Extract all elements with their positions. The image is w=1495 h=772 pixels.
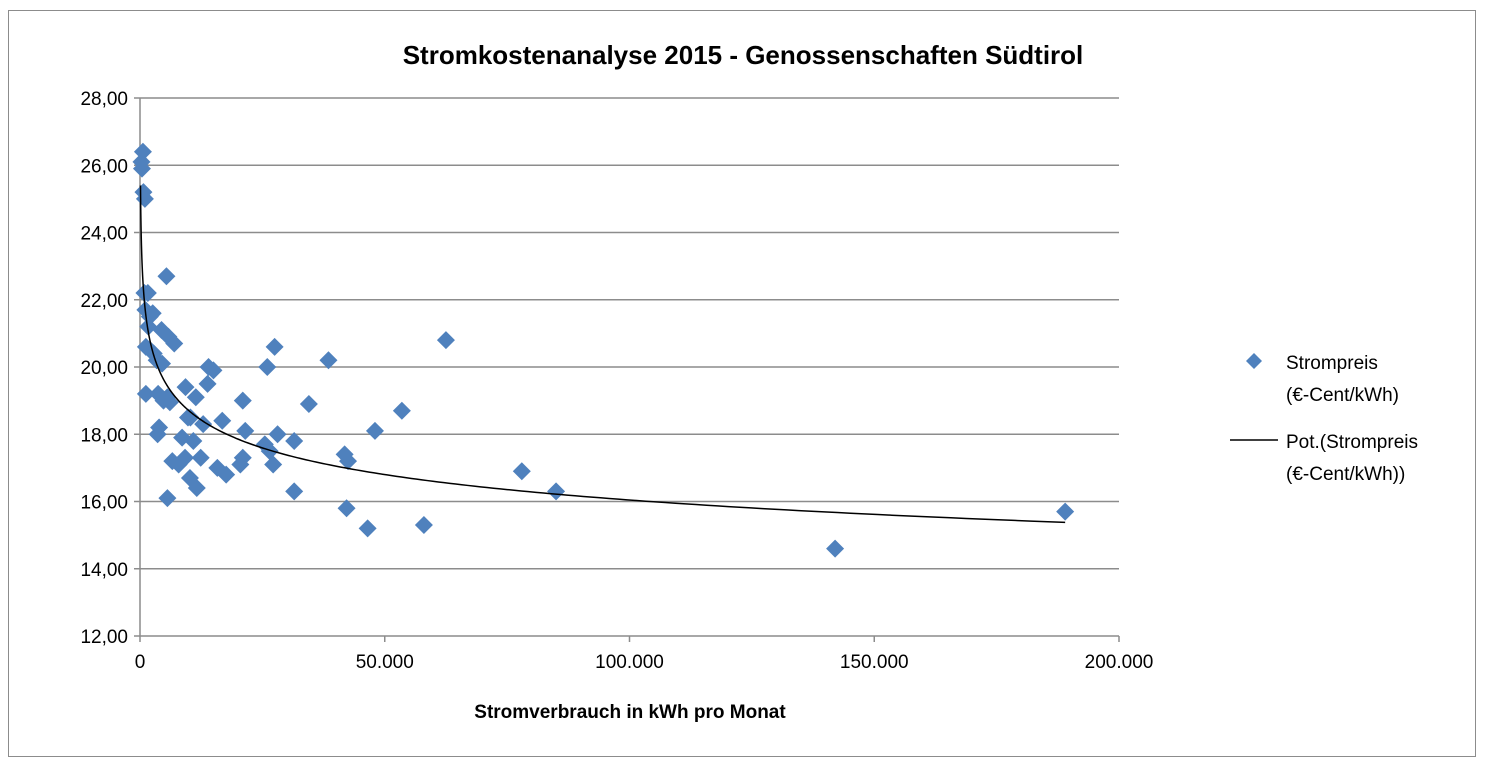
y-tick-label-3: 18,00 <box>80 425 128 446</box>
chart-title: Stromkostenanalyse 2015 - Genossenschaft… <box>403 40 1084 70</box>
data-point-68 <box>414 516 433 535</box>
x-tick-labels: 0 50.000 100.000 150.000 200.000 <box>135 652 1154 673</box>
data-point-32 <box>194 415 213 434</box>
data-point-47 <box>169 455 188 474</box>
data-point-48 <box>191 448 210 467</box>
data-point-35 <box>258 358 277 376</box>
data-point-36 <box>265 337 284 356</box>
x-axis-label: Stromverbrauch in kWh pro Monat <box>474 702 786 723</box>
data-point-27 <box>181 408 200 427</box>
data-point-20 <box>136 384 155 403</box>
data-point-64 <box>337 499 356 518</box>
data-point-53 <box>233 448 252 467</box>
x-tick-label-3: 150.000 <box>840 652 909 673</box>
data-point-71 <box>826 539 845 558</box>
y-tick-label-1: 14,00 <box>80 560 128 581</box>
data-point-58 <box>268 425 287 444</box>
data-point-2 <box>132 159 151 178</box>
y-tick-label-7: 26,00 <box>80 156 128 177</box>
data-point-61 <box>299 394 318 413</box>
y-tick-label-8: 28,00 <box>80 89 128 110</box>
x-tick-label-2: 100.000 <box>595 652 664 673</box>
legend-label-series-2-line-1: Pot.(Strompreis <box>1286 432 1418 453</box>
data-point-51 <box>217 465 236 484</box>
axes <box>134 97 1120 642</box>
data-point-60 <box>285 482 304 501</box>
legend-marker-diamond <box>1246 353 1262 369</box>
data-point-65 <box>358 519 377 538</box>
legend: Strompreis (€-Cent/kWh) Pot.(Strompreis … <box>1230 353 1418 485</box>
data-point-54 <box>236 421 255 440</box>
scatter-chart: Stromkostenanalyse 2015 - Genossenschaft… <box>80 40 1418 723</box>
data-point-10 <box>139 317 158 336</box>
y-tick-label-6: 24,00 <box>80 224 128 245</box>
y-tick-labels: 12,00 14,00 16,00 18,00 20,00 22,00 24,00 26,00… <box>80 89 128 648</box>
x-tick-label-4: 200.000 <box>1085 652 1154 673</box>
grid-lines <box>140 97 1119 570</box>
data-point-42 <box>184 431 203 450</box>
data-point-55 <box>255 435 274 454</box>
data-point-57 <box>264 455 283 474</box>
x-tick-label-0: 0 <box>135 652 146 673</box>
data-point-56 <box>260 442 279 461</box>
data-point-59 <box>285 431 304 450</box>
data-point-14 <box>165 334 184 353</box>
data-point-38 <box>436 331 455 350</box>
data-point-45 <box>187 479 206 498</box>
data-point-11 <box>157 267 176 286</box>
x-tick-label-1: 50.000 <box>356 652 414 673</box>
data-point-37 <box>319 351 338 370</box>
data-point-30 <box>204 361 223 380</box>
data-points <box>132 142 1075 558</box>
y-tick-label-2: 16,00 <box>80 493 128 514</box>
data-point-40 <box>150 418 169 437</box>
chart-frame: Stromkostenanalyse 2015 - Genossenschaft… <box>8 10 1476 757</box>
data-point-63 <box>339 452 358 471</box>
data-point-31 <box>198 374 217 393</box>
data-point-4 <box>135 189 154 208</box>
legend-label-series-1-line-1: Strompreis <box>1286 353 1378 374</box>
legend-label-series-2-line-2: (€-Cent/kWh)) <box>1286 464 1405 485</box>
data-point-28 <box>186 388 205 407</box>
data-point-67 <box>392 401 411 420</box>
legend-label-series-1-line-2: (€-Cent/kWh) <box>1286 385 1399 406</box>
data-point-24 <box>160 393 179 412</box>
data-point-25 <box>176 378 195 397</box>
data-point-72 <box>1056 502 1075 521</box>
data-point-49 <box>158 489 177 508</box>
data-point-34 <box>233 391 252 410</box>
y-tick-label-0: 12,00 <box>80 627 128 648</box>
y-tick-label-5: 22,00 <box>80 291 128 312</box>
data-point-70 <box>547 482 566 501</box>
y-tick-label-4: 20,00 <box>80 358 128 379</box>
data-point-66 <box>365 421 384 440</box>
data-point-33 <box>213 411 232 430</box>
trendline-power <box>139 185 1066 524</box>
data-point-69 <box>512 462 531 481</box>
data-point-9 <box>143 304 162 323</box>
